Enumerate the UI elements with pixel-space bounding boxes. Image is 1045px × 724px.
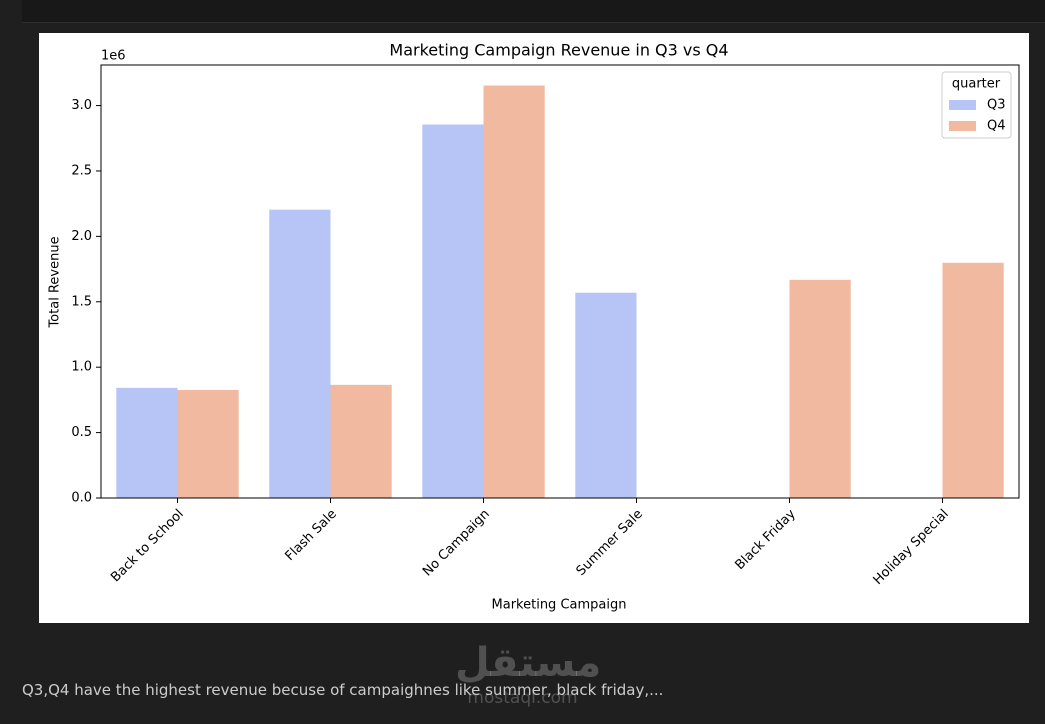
bar bbox=[269, 209, 331, 498]
y-tick-label: 2.5 bbox=[71, 163, 92, 178]
y-axis-label: Total Revenue bbox=[48, 236, 63, 328]
legend-swatch bbox=[949, 100, 976, 110]
bar bbox=[177, 389, 239, 498]
legend-label: Q4 bbox=[987, 119, 1006, 134]
plot-frame bbox=[100, 64, 1020, 499]
y-tick-label: 2.0 bbox=[71, 229, 92, 244]
y-tick-label: 0.5 bbox=[71, 425, 92, 440]
markdown-note: Q3,Q4 have the highest revenue becuse of… bbox=[22, 681, 664, 699]
chart-title: Marketing Campaign Revenue in Q3 vs Q4 bbox=[389, 41, 728, 60]
x-axis-label: Marketing Campaign bbox=[492, 598, 627, 613]
y-offset-label: 1e6 bbox=[101, 49, 126, 64]
bar bbox=[330, 384, 392, 498]
watermark-url: mostaql.com bbox=[467, 688, 578, 708]
y-tick-label: 1.0 bbox=[71, 360, 92, 375]
bar bbox=[116, 387, 178, 498]
legend-label: Q3 bbox=[987, 98, 1006, 113]
legend-swatch bbox=[949, 121, 976, 131]
watermark: مستقل bbox=[455, 640, 602, 686]
chart: Marketing Campaign Revenue in Q3 vs Q4 M… bbox=[39, 33, 1029, 623]
y-tick-label: 3.0 bbox=[71, 98, 92, 113]
cell-toolbar bbox=[22, 0, 1045, 23]
bar bbox=[483, 85, 545, 498]
bar bbox=[575, 292, 637, 498]
bar bbox=[789, 279, 851, 498]
legend-title: quarter bbox=[952, 77, 1001, 92]
bar bbox=[422, 124, 484, 498]
y-tick-label: 1.5 bbox=[71, 294, 92, 309]
bar bbox=[942, 262, 1004, 498]
y-tick-label: 0.0 bbox=[71, 491, 92, 506]
